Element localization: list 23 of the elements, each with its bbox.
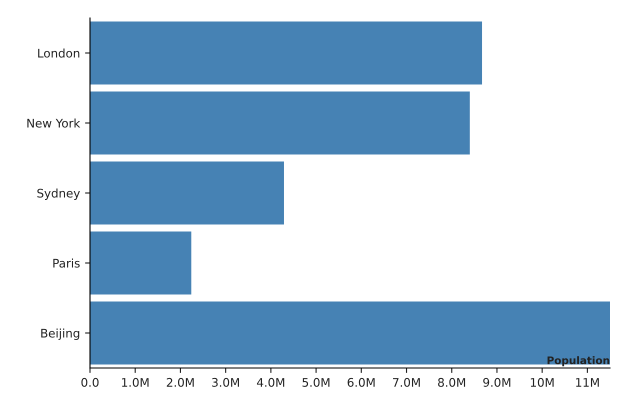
x-tick-label: 10M xyxy=(530,378,554,387)
x-tick-label: 8.0M xyxy=(438,378,466,387)
y-tick-label: New York xyxy=(27,118,80,128)
x-axis-title: Population xyxy=(548,356,610,366)
x-tick-label: 4.0M xyxy=(256,378,284,387)
bar xyxy=(90,92,470,154)
bar xyxy=(90,302,610,364)
bar xyxy=(90,162,284,224)
x-tick-label: 9.0M xyxy=(483,378,510,387)
bar xyxy=(90,232,192,294)
x-tick-label: 5.0M xyxy=(302,378,330,387)
x-tick-label: 11M xyxy=(576,378,599,387)
x-tick-label: 7.0M xyxy=(393,378,420,387)
x-tick-label: 6.0M xyxy=(348,378,375,387)
y-tick-label: Sydney xyxy=(37,188,80,200)
x-tick-label: 0.0 xyxy=(81,378,99,387)
x-tick-label: 3.0M xyxy=(212,378,239,387)
x-tick-label: 2.0M xyxy=(166,378,194,387)
x-tick-label: 1.0M xyxy=(122,378,149,387)
y-tick-label: Beijing xyxy=(41,328,80,340)
y-tick-label: Paris xyxy=(53,258,80,268)
bar xyxy=(90,22,482,84)
y-tick-label: London xyxy=(38,48,80,58)
